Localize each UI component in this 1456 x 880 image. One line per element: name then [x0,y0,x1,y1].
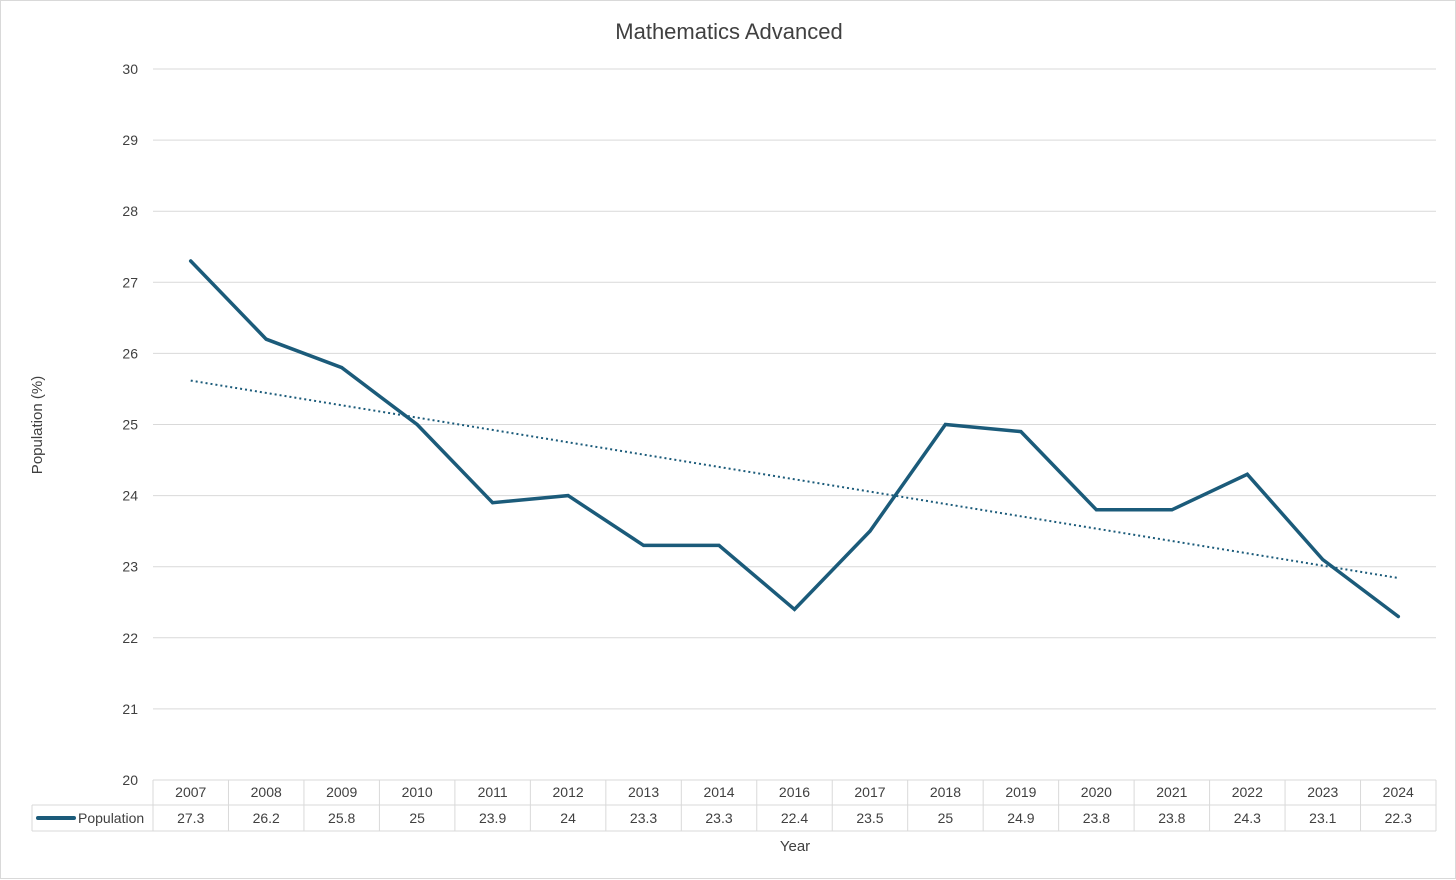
data-point [1094,508,1098,512]
data-label: 25 [409,810,425,826]
data-point [1019,430,1023,434]
data-point [868,529,872,533]
x-tick-label: 2020 [1081,784,1112,800]
x-tick-label: 2007 [175,784,206,800]
data-point [1170,508,1174,512]
data-label: 22.3 [1385,810,1412,826]
x-tick-label: 2018 [930,784,961,800]
data-point [1245,472,1249,476]
x-tick-label: 2024 [1383,784,1414,800]
y-tick-label: 21 [122,701,138,717]
y-tick-label: 25 [122,417,138,433]
y-tick-label: 26 [122,345,138,361]
data-label: 23.1 [1309,810,1336,826]
y-tick-label: 28 [122,203,138,219]
data-label: 22.4 [781,810,808,826]
data-label: 27.3 [177,810,204,826]
y-tick-label: 27 [122,274,138,290]
x-tick-label: 2019 [1005,784,1036,800]
legend-label-population: Population [78,810,144,826]
x-axis-title: Year [780,838,810,855]
y-tick-label: 30 [122,61,138,77]
data-point [717,543,721,547]
data-point [1396,614,1400,618]
x-tick-label: 2017 [854,784,885,800]
x-tick-label: 2022 [1232,784,1263,800]
x-tick-label: 2009 [326,784,357,800]
data-point [793,607,796,611]
x-tick-label: 2014 [703,784,734,800]
data-label: 23.5 [856,810,883,826]
series-line-population [188,259,1401,619]
x-tick-label: 2010 [402,784,433,800]
x-tick-label: 2023 [1307,784,1338,800]
data-label: 23.3 [705,810,732,826]
data-label: 24.3 [1234,810,1261,826]
data-label: 26.2 [253,810,280,826]
x-tick-label: 2016 [779,784,810,800]
y-tick-label: 29 [122,132,138,148]
data-point [340,366,344,370]
data-label: 25.8 [328,810,355,826]
data-point [415,423,419,426]
data-label: 24.9 [1007,810,1034,826]
x-tick-label: 2011 [478,784,508,800]
y-axis-title: Population (%) [29,376,46,474]
data-label: 25 [938,810,954,826]
data-label: 24 [560,810,576,826]
series-group [188,259,1401,619]
data-table: 2007 2008 2009 2010 2011 2012 2013 2014 2016 2017… [31,779,1437,832]
y-tick-label: 23 [122,559,138,575]
data-point [642,543,646,547]
y-tick-label: 20 [122,772,138,788]
data-point [1321,558,1325,562]
data-label: 23.8 [1158,810,1185,826]
data-point [491,501,495,505]
data-label: 23.9 [479,810,506,826]
x-tick-label: 2021 [1156,784,1187,800]
data-point [566,494,570,498]
data-label: 23.8 [1083,810,1110,826]
trendline [190,379,1399,579]
y-axis-ticks: 20 21 22 23 24 25 26 27 28 29 30 [122,61,138,788]
x-tick-label: 2012 [553,784,584,800]
data-point [264,337,268,341]
data-label: 23.3 [630,810,657,826]
data-point [943,423,947,426]
y-tick-label: 24 [122,488,138,504]
y-tick-label: 22 [122,630,138,646]
x-tick-label: 2013 [628,784,659,800]
trendline-group [190,379,1399,579]
chart-title: Mathematics Advanced [615,19,842,44]
x-tick-label: 2008 [251,784,282,800]
gridlines [153,68,1436,710]
data-point [189,259,193,263]
